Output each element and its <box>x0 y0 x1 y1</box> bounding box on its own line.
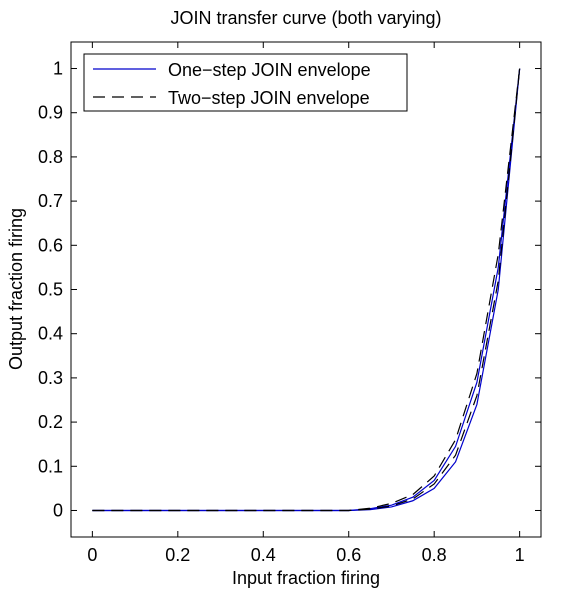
y-tick-label: 0.7 <box>38 191 63 211</box>
legend-label-two-step: Two−step JOIN envelope <box>168 88 370 108</box>
tick-marks <box>71 42 541 537</box>
y-tick-label: 0.3 <box>38 368 63 388</box>
y-tick-label: 0.1 <box>38 456 63 476</box>
x-tick-labels: 0 0.2 0.4 0.6 0.8 1 <box>87 545 524 565</box>
legend: One−step JOIN envelope Two−step JOIN env… <box>83 53 408 112</box>
x-tick-label: 0.2 <box>165 545 190 565</box>
y-tick-label: 0.5 <box>38 280 63 300</box>
two-step-envelope-line-2 <box>92 68 521 512</box>
y-tick-label: 0.9 <box>38 103 63 123</box>
y-tick-label: 0.4 <box>38 324 63 344</box>
chart-title: JOIN transfer curve (both varying) <box>170 8 441 28</box>
x-tick-label: 1 <box>515 545 525 565</box>
y-tick-label: 0.6 <box>38 235 63 255</box>
series-lines <box>92 68 521 512</box>
y-tick-label: 0.2 <box>38 412 63 432</box>
y-tick-label: 0.8 <box>38 147 63 167</box>
x-tick-label: 0.8 <box>422 545 447 565</box>
legend-box <box>83 53 408 112</box>
x-axis-label: Input fraction firing <box>232 568 380 588</box>
y-tick-labels: 0 0.1 0.2 0.3 0.4 0.5 0.6 0.7 0.8 0.9 1 <box>38 59 63 521</box>
x-tick-label: 0 <box>87 545 97 565</box>
x-tick-label: 0.4 <box>251 545 276 565</box>
y-tick-label: 0 <box>53 500 63 520</box>
y-axis-label: Output fraction firing <box>6 208 26 370</box>
plot-area <box>70 41 542 538</box>
legend-label-one-step: One−step JOIN envelope <box>168 60 371 80</box>
x-tick-label: 0.6 <box>336 545 361 565</box>
y-tick-label: 1 <box>53 59 63 79</box>
